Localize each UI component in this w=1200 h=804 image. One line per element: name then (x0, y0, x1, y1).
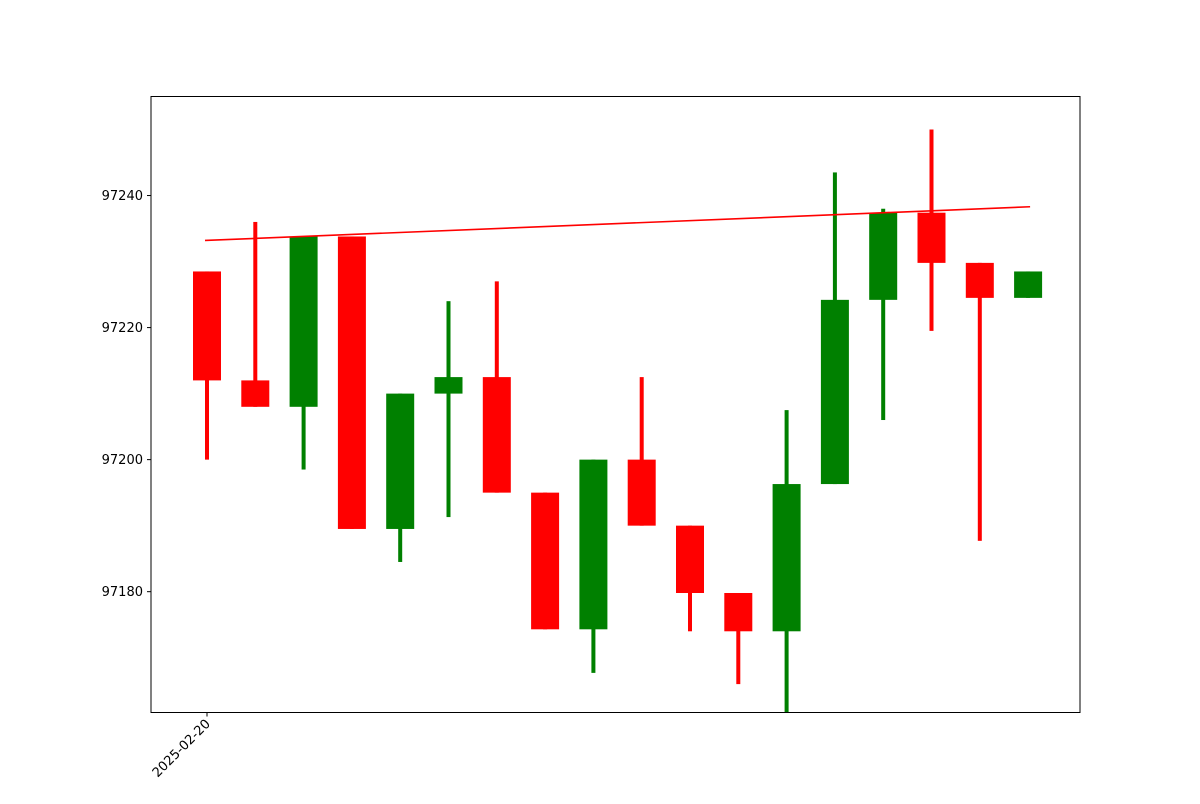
candle (869, 208, 898, 421)
candle-body (241, 380, 270, 407)
candle-body (482, 377, 511, 493)
y-axis: 97180 97200 97220 97240 (102, 189, 151, 600)
candle (676, 525, 704, 632)
candle-body (965, 262, 994, 298)
candle (289, 236, 318, 470)
y-tick-label: 97180 (102, 585, 143, 600)
y-tick-label: 97240 (102, 189, 143, 204)
candle (965, 262, 994, 541)
candle (820, 172, 849, 485)
candle (193, 271, 221, 460)
candle (724, 592, 753, 685)
candle-body (289, 236, 318, 407)
x-tick-label: 2025-02-20 (150, 717, 214, 781)
candle-wick (881, 208, 886, 421)
y-tick-label: 97200 (102, 453, 143, 468)
candle (337, 236, 366, 529)
candle-body (531, 492, 560, 630)
candle (579, 459, 608, 673)
candle-body (724, 592, 753, 632)
y-tick-label: 97220 (102, 321, 143, 336)
candle-body (579, 459, 608, 630)
candle-wick (736, 592, 741, 685)
candle-body (1014, 271, 1043, 298)
candle (917, 129, 946, 331)
candle-body (386, 393, 415, 529)
candle-body (627, 459, 656, 526)
candle-wick (253, 221, 258, 407)
candles-layer (193, 129, 1043, 713)
candle (241, 221, 270, 407)
candle (434, 301, 463, 518)
plot-area-frame (150, 96, 1081, 713)
candle-body (869, 212, 898, 300)
candle-body (917, 212, 946, 263)
candle-wick (639, 377, 644, 526)
candle-body (337, 236, 366, 529)
candle (482, 281, 511, 493)
trendline (204, 205, 1031, 242)
candle-wick (446, 301, 451, 518)
x-axis: 2025-02-20 (150, 712, 214, 781)
candle-body (676, 525, 704, 593)
candle (1014, 271, 1043, 298)
candle-body (434, 377, 463, 394)
candle (772, 410, 801, 713)
candle (627, 377, 656, 526)
candle-wick (977, 262, 982, 541)
candle (531, 492, 560, 630)
candle-body (772, 484, 801, 632)
trendline-layer (204, 205, 1031, 242)
candle-body (193, 271, 221, 381)
candle (386, 393, 415, 562)
candle-body (820, 299, 849, 485)
